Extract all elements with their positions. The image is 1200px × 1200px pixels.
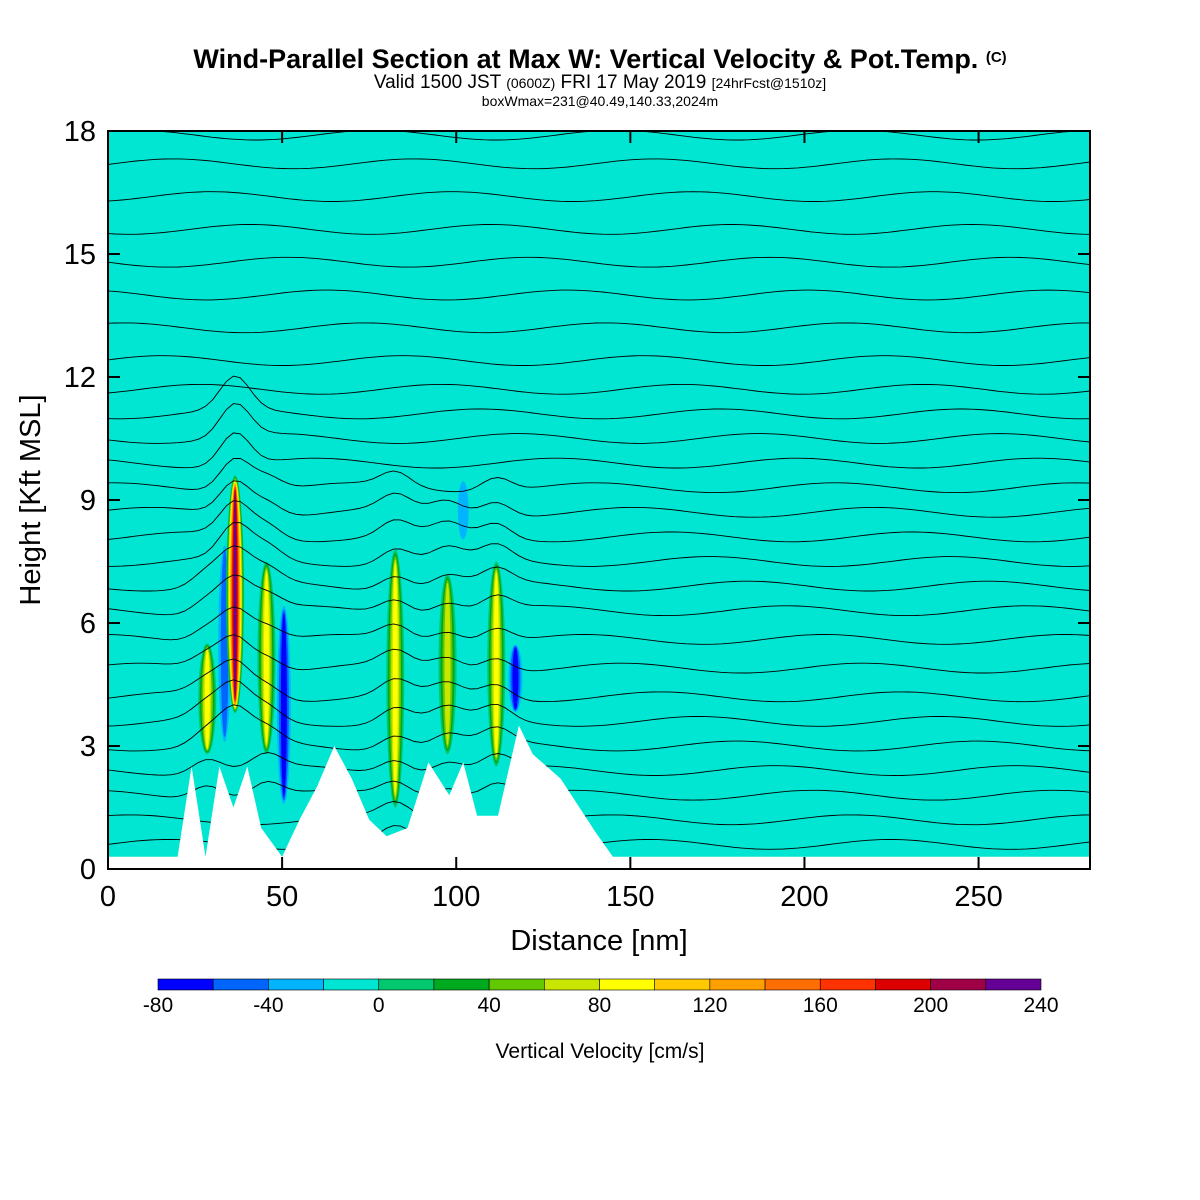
chart-title: Wind-Parallel Section at Max W: Vertical… xyxy=(0,44,1200,75)
isentrope-10 xyxy=(108,545,1090,592)
isentrope-2 xyxy=(108,780,1090,801)
colorbar-tick-label-5: 120 xyxy=(692,994,727,1017)
x-axis-label: Distance [nm] xyxy=(510,925,687,957)
isentrope-3 xyxy=(108,752,1090,776)
colorbar-tick-label-2: 0 xyxy=(373,994,385,1017)
colorbar: -80 -40 0 40 80 120 160 200 240 xyxy=(143,978,1059,1017)
isentrope-18 xyxy=(108,383,1090,395)
x-tick-label-2: 100 xyxy=(432,881,480,913)
isentrope-17 xyxy=(108,375,1090,420)
colorbar-label: Vertical Velocity [cm/s] xyxy=(496,1040,705,1063)
isentrope-20 xyxy=(108,322,1090,334)
isentrope-19 xyxy=(108,355,1090,366)
colorbar-swatch-7 xyxy=(544,978,600,991)
isentrope-7 xyxy=(108,634,1090,674)
terrain-profile xyxy=(108,725,1090,869)
x-tick-label-1: 50 xyxy=(266,881,298,913)
isentrope-25 xyxy=(108,158,1090,170)
isentrope-8 xyxy=(108,606,1090,645)
colorbar-tick-label-7: 200 xyxy=(913,994,948,1017)
colorbar-tick-label-1: -40 xyxy=(253,994,283,1017)
chart-title-main: Wind-Parallel Section at Max W: Vertical… xyxy=(193,44,979,74)
y-tick-label-4: 12 xyxy=(64,362,96,394)
isentrope-23 xyxy=(108,224,1090,235)
colorbar-swatch-14 xyxy=(930,978,987,991)
colorbar-swatch-13 xyxy=(875,978,931,991)
colorbar-swatch-10 xyxy=(709,978,766,991)
isentrope-24 xyxy=(108,191,1090,202)
axis-ticks: 0 50 100 150 200 250 0 3 6 9 12 15 18 xyxy=(64,116,1090,913)
velocity-field xyxy=(198,475,525,808)
boxwmax-info: boxWmax=231@40.49,140.33,2024m xyxy=(481,93,719,109)
updraft-core-4-level-3 xyxy=(444,582,451,746)
isentrope-21 xyxy=(108,289,1090,301)
colorbar-tick-label-3: 40 xyxy=(477,994,500,1017)
colorbar-swatch-9 xyxy=(654,978,711,991)
colorbar-swatch-0 xyxy=(157,978,214,991)
colorbar-swatch-12 xyxy=(819,978,876,991)
valid-date: FRI 17 May 2019 xyxy=(560,72,707,93)
forecast-info: [24hrFcst@1510z] xyxy=(711,75,827,91)
updraft-core-1-level-11 xyxy=(234,491,237,698)
isentrope-9 xyxy=(108,574,1090,617)
colorbar-swatch-2 xyxy=(268,978,324,991)
isentrope-16 xyxy=(108,403,1090,444)
x-tick-label-3: 150 xyxy=(606,881,654,913)
colorbar-tick-label-4: 80 xyxy=(588,994,611,1017)
downdraft-core-3-level-3 xyxy=(512,646,519,710)
valid-utc: (0600Z) xyxy=(506,75,556,91)
updraft-core-0-level-4 xyxy=(204,649,210,749)
x-tick-label-0: 0 xyxy=(100,881,116,913)
y-axis-label: Height [Kft MSL] xyxy=(15,394,47,605)
isentrope-12 xyxy=(108,500,1090,543)
isentrope-13 xyxy=(108,480,1090,518)
isentrope-11 xyxy=(108,522,1090,567)
colorbar-swatch-3 xyxy=(323,978,380,991)
copyright-mark: (C) xyxy=(985,49,1007,66)
y-tick-label-2: 6 xyxy=(80,608,96,640)
x-tick-label-5: 250 xyxy=(954,881,1002,913)
colorbar-tick-label-0: -80 xyxy=(143,994,173,1017)
isentrope-14 xyxy=(108,457,1090,494)
colorbar-swatch-15 xyxy=(985,978,1042,991)
colorbar-tick-label-8: 240 xyxy=(1023,994,1058,1017)
updraft-core-2-level-4 xyxy=(263,572,269,744)
updraft-core-5-level-4 xyxy=(493,572,499,756)
colorbar-swatch-11 xyxy=(764,978,821,991)
isentrope-6 xyxy=(108,658,1090,703)
isentrope-26 xyxy=(108,131,1083,141)
valid-prefix: Valid 1500 JST xyxy=(373,72,501,93)
y-tick-label-1: 3 xyxy=(80,731,96,763)
y-tick-label-3: 9 xyxy=(80,485,96,517)
isentrope-15 xyxy=(108,432,1090,469)
x-tick-label-4: 200 xyxy=(780,881,828,913)
isentrope-22 xyxy=(108,256,1090,268)
isentrope-1 xyxy=(108,801,1090,826)
colorbar-swatch-8 xyxy=(599,978,655,991)
isentrope-5 xyxy=(108,679,1090,727)
plot-background xyxy=(108,131,1090,869)
colorbar-swatch-6 xyxy=(488,978,545,991)
y-tick-label-0: 0 xyxy=(80,854,96,886)
y-tick-label-6: 18 xyxy=(64,116,96,148)
y-tick-label-5: 15 xyxy=(64,239,96,271)
isentrope-4 xyxy=(108,704,1090,752)
colorbar-tick-label-6: 160 xyxy=(803,994,838,1017)
colorbar-swatch-5 xyxy=(433,978,490,991)
colorbar-swatch-4 xyxy=(378,978,435,991)
colorbar-swatch-1 xyxy=(212,978,269,991)
chart-valid-time: Valid 1500 JST (0600Z) FRI 17 May 2019 [… xyxy=(0,72,1200,94)
downdraft-core-1-level-3 xyxy=(280,612,287,798)
